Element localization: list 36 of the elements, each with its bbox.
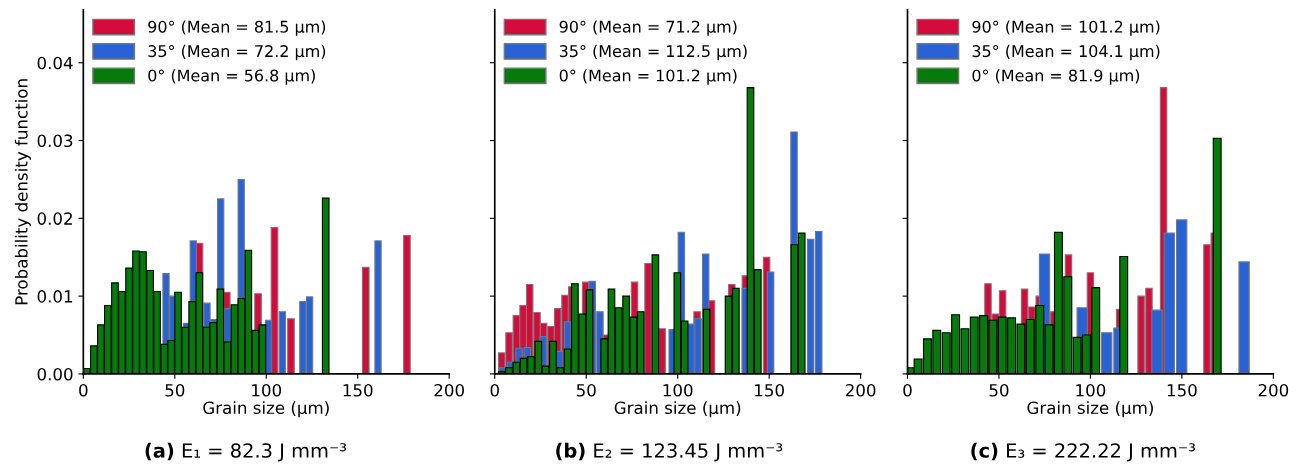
- x-tick-label: 0: [79, 383, 88, 397]
- x-tick-label: 150: [343, 383, 373, 397]
- legend-label: 90° (Mean = 81.5 µm): [148, 20, 326, 36]
- y-tick-label: 0.01: [37, 290, 73, 303]
- x-axis-title: Grain size (µm): [1027, 401, 1153, 418]
- text: (a) E₁ = 82.3 J mm⁻³: [145, 442, 347, 462]
- x-tick-label: 0: [903, 383, 912, 397]
- legend-label: 0° (Mean = 101.2 µm): [559, 69, 737, 85]
- y-tick-label: 0.02: [37, 212, 72, 225]
- x-tick-label: 150: [755, 383, 784, 397]
- x-tick-label: 150: [1167, 383, 1197, 397]
- x-tick-label: 100: [252, 383, 282, 397]
- legend-label: 90° (Mean = 71.2 µm): [559, 20, 737, 36]
- legend-label: 35° (Mean = 104.1 µm): [972, 44, 1160, 61]
- legend-label: 35° (Mean = 72.2 µm): [148, 44, 326, 61]
- x-tick-label: 200: [434, 383, 464, 397]
- y-tick-label: 0.04: [37, 56, 73, 70]
- x-axis-title: Grain size (µm): [203, 401, 329, 418]
- y-axis-title: Probability density function: [14, 79, 31, 305]
- text: (b) E₂ = 123.45 J mm⁻³: [556, 442, 783, 462]
- x-axis-title: Grain size (µm): [614, 401, 741, 418]
- x-tick-label: 200: [1258, 383, 1289, 397]
- x-tick-label: 50: [989, 383, 1009, 397]
- x-tick-label: 0: [490, 383, 499, 397]
- x-tick-label: 100: [1076, 383, 1106, 397]
- x-tick-label: 50: [165, 383, 185, 397]
- legend-label: 35° (Mean = 112.5 µm): [559, 44, 747, 61]
- x-tick-label: 100: [663, 383, 693, 397]
- legend-label: 0° (Mean = 56.8 µm): [148, 69, 315, 85]
- y-tick-label: 0.00: [37, 367, 73, 381]
- y-tick-label: 0.03: [37, 134, 73, 148]
- text: (c) E₃ = 222.22 J mm⁻³: [971, 442, 1195, 462]
- x-tick-label: 50: [576, 383, 596, 397]
- x-tick-label: 200: [845, 383, 876, 397]
- legend-label: 0° (Mean = 81.9 µm): [972, 69, 1140, 85]
- legend-label: 90° (Mean = 101.2 µm): [972, 20, 1160, 36]
